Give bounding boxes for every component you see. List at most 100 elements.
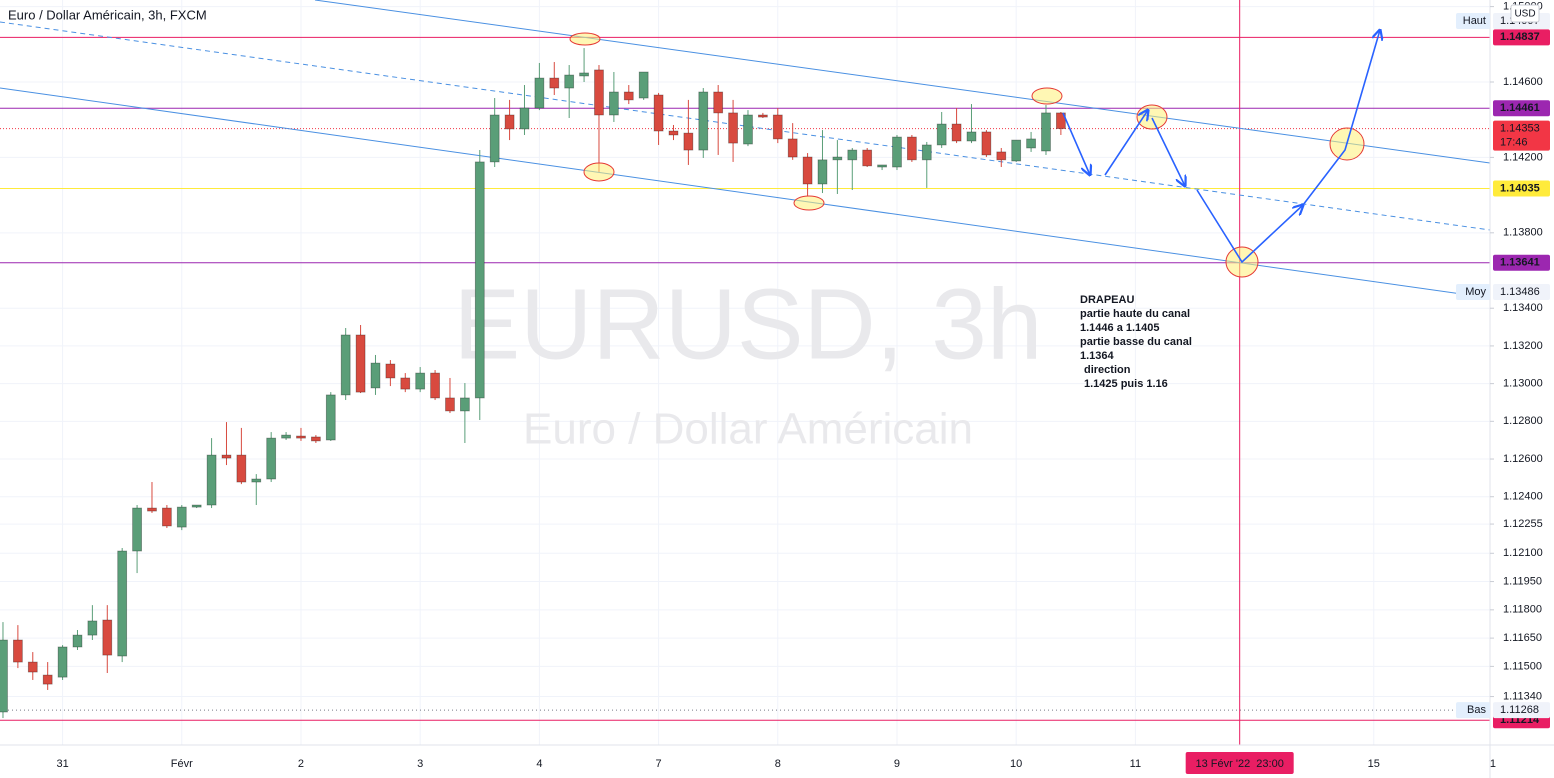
candle-body — [996, 151, 1007, 161]
candle-body — [13, 639, 23, 663]
drawings — [569, 30, 1380, 278]
annotation-line: 1.1425 puis 1.16 — [1084, 378, 1168, 390]
watermark-description: Euro / Dollar Américain — [523, 405, 973, 454]
candle-body — [623, 91, 634, 101]
candle-body — [400, 377, 411, 390]
candle-body — [638, 71, 649, 99]
y-tick-label: 1.13000 — [1503, 378, 1543, 390]
candle-body — [892, 136, 902, 168]
candle-body — [802, 156, 813, 185]
candle-body — [460, 397, 470, 412]
candle-body — [236, 454, 247, 483]
candle-body — [385, 363, 396, 379]
channel-median — [0, 21, 1490, 231]
candle-body — [936, 123, 947, 146]
stat-name: Haut — [1463, 15, 1486, 27]
candle-body — [147, 507, 157, 512]
x-tick-label: 11 — [1130, 758, 1141, 770]
candle-body — [862, 149, 873, 167]
symbol-title: Euro / Dollar Américain, 3h, FXCM — [8, 7, 207, 22]
x-tick-label: 15 — [1368, 758, 1380, 770]
stat-name-box — [1456, 13, 1490, 29]
x-tick-label: 8 — [775, 758, 781, 770]
arrow — [1151, 117, 1185, 186]
annotation-line: direction — [1084, 364, 1131, 376]
countdown: 17:46 — [1500, 136, 1528, 148]
stat-name-box — [1456, 284, 1490, 301]
annotation-line: 1.1446 a 1.1405 — [1080, 322, 1160, 334]
candle-body — [609, 91, 619, 116]
candle-body — [445, 397, 455, 412]
candle-body — [1041, 112, 1051, 152]
candle-body — [519, 107, 530, 130]
candle-body — [817, 159, 828, 185]
candle-body — [1026, 138, 1036, 149]
projection-arrows — [1062, 30, 1380, 264]
candle-body — [966, 131, 977, 142]
stat-value: 1.13486 — [1500, 286, 1540, 298]
candle-body — [907, 136, 917, 161]
candle-body — [221, 454, 232, 459]
y-tick-label: 1.12800 — [1503, 415, 1543, 427]
x-tick-label: 2 — [298, 758, 304, 770]
level-label-box — [1493, 180, 1550, 197]
candle-body — [430, 372, 440, 399]
x-tick-label: 4 — [536, 758, 542, 770]
y-tick-label: 1.11340 — [1503, 690, 1542, 702]
candle-body — [594, 69, 604, 116]
arrow — [1104, 110, 1148, 176]
candles — [0, 48, 1066, 719]
candle-body — [579, 72, 589, 77]
candle-body — [743, 114, 753, 145]
level-label: 1.14035 — [1500, 182, 1540, 194]
y-tick-label: 1.14200 — [1503, 151, 1543, 163]
candle-body — [57, 646, 68, 678]
stat-value-box — [1493, 702, 1550, 719]
y-tick-label: 1.13200 — [1503, 340, 1543, 352]
y-tick-label: 1.11800 — [1503, 604, 1542, 616]
candle-body — [415, 372, 426, 390]
candle-body — [281, 434, 291, 439]
currency-box — [1510, 4, 1540, 23]
candle-body — [683, 132, 694, 151]
x-tick-label: 7 — [656, 758, 662, 770]
y-tick-label: 1.14600 — [1503, 76, 1543, 88]
candle-body — [325, 394, 336, 441]
candle-body — [549, 77, 560, 89]
last-price-box — [1493, 120, 1550, 151]
level-label: 1.14461 — [1500, 102, 1540, 114]
annotation-line: partie haute du canal — [1080, 308, 1190, 320]
candle-body — [698, 91, 709, 151]
stat-name: Bas — [1467, 704, 1486, 716]
watermark: EURUSD, 3h Euro / Dollar Américain — [453, 268, 1042, 453]
candle-body — [832, 156, 843, 161]
touch-ellipse — [569, 32, 601, 46]
candle-body — [311, 436, 321, 442]
arrow — [1302, 30, 1380, 206]
y-tick-label: 1.11650 — [1503, 632, 1542, 644]
candle-body — [981, 131, 992, 156]
currency: USD — [1514, 9, 1535, 20]
x-tick-label: 3 — [417, 758, 423, 770]
y-tick-label: 1.12255 — [1503, 518, 1543, 530]
candle-body — [1011, 139, 1022, 162]
y-tick-label: 1.11500 — [1503, 660, 1542, 672]
stat-value: 1.11268 — [1500, 704, 1539, 716]
touch-ellipse — [1031, 87, 1063, 105]
y-tick-label: 1.13800 — [1503, 227, 1543, 239]
candle-body — [340, 334, 351, 396]
arrow — [1062, 112, 1090, 175]
arrow — [1196, 189, 1303, 264]
stat-name-box — [1456, 702, 1490, 719]
time-axis — [0, 745, 1554, 778]
candle-body — [42, 674, 53, 685]
candle-body — [162, 507, 172, 527]
candle-body — [474, 161, 485, 399]
candle-body — [921, 144, 932, 161]
level-label-box — [1493, 254, 1550, 271]
level-label-box — [1493, 100, 1550, 117]
candle-body — [102, 619, 113, 656]
candle-body — [251, 478, 262, 483]
candle-body — [370, 362, 381, 389]
candle-body — [728, 112, 738, 144]
